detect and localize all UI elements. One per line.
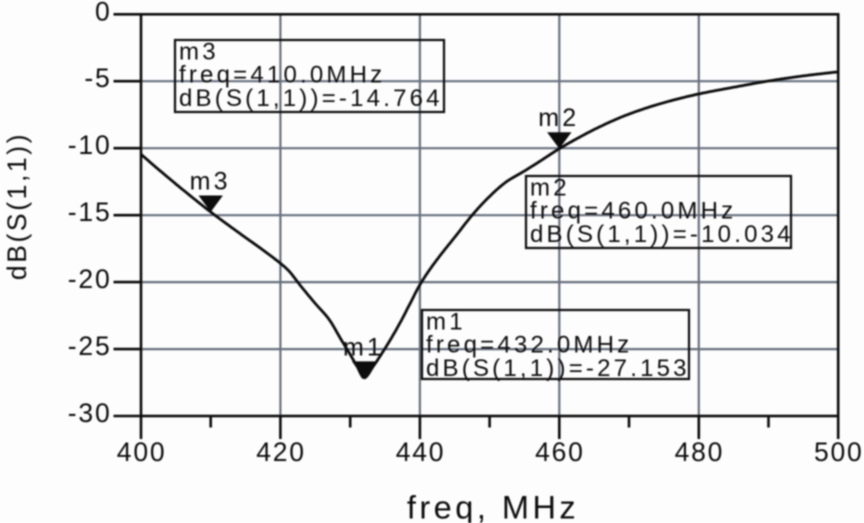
svg-text:dB(S(1,1))=-10.034: dB(S(1,1))=-10.034 [530, 221, 794, 248]
svg-text:500: 500 [814, 437, 864, 467]
svg-text:dB(S(1,1))=-14.764: dB(S(1,1))=-14.764 [179, 85, 443, 112]
svg-text:dB(S(1,1)): dB(S(1,1)) [2, 132, 32, 280]
svg-text:m2: m2 [538, 104, 579, 132]
svg-text:m3: m3 [179, 39, 219, 66]
svg-text:freq=460.0MHz: freq=460.0MHz [530, 198, 736, 225]
svg-text:420: 420 [256, 437, 306, 467]
svg-text:440: 440 [396, 437, 446, 467]
svg-text:-20: -20 [68, 264, 112, 294]
svg-text:-10: -10 [68, 130, 112, 160]
svg-text:-25: -25 [68, 331, 112, 361]
svg-text:480: 480 [675, 437, 725, 467]
svg-text:-30: -30 [68, 398, 112, 428]
svg-text:m1: m1 [343, 333, 384, 361]
svg-text:m1: m1 [426, 309, 466, 336]
svg-text:dB(S(1,1))=-27.153: dB(S(1,1))=-27.153 [426, 355, 690, 382]
svg-text:-15: -15 [68, 197, 112, 227]
svg-text:460: 460 [535, 437, 585, 467]
svg-text:m3: m3 [190, 168, 231, 196]
svg-text:freq=432.0MHz: freq=432.0MHz [426, 332, 632, 359]
svg-text:400: 400 [117, 437, 167, 467]
svg-text:0: 0 [95, 0, 112, 26]
svg-text:m2: m2 [530, 175, 570, 202]
svg-text:freq=410.0MHz: freq=410.0MHz [179, 62, 385, 89]
svg-text:freq, MHz: freq, MHz [407, 490, 579, 523]
svg-text:-5: -5 [84, 63, 111, 93]
